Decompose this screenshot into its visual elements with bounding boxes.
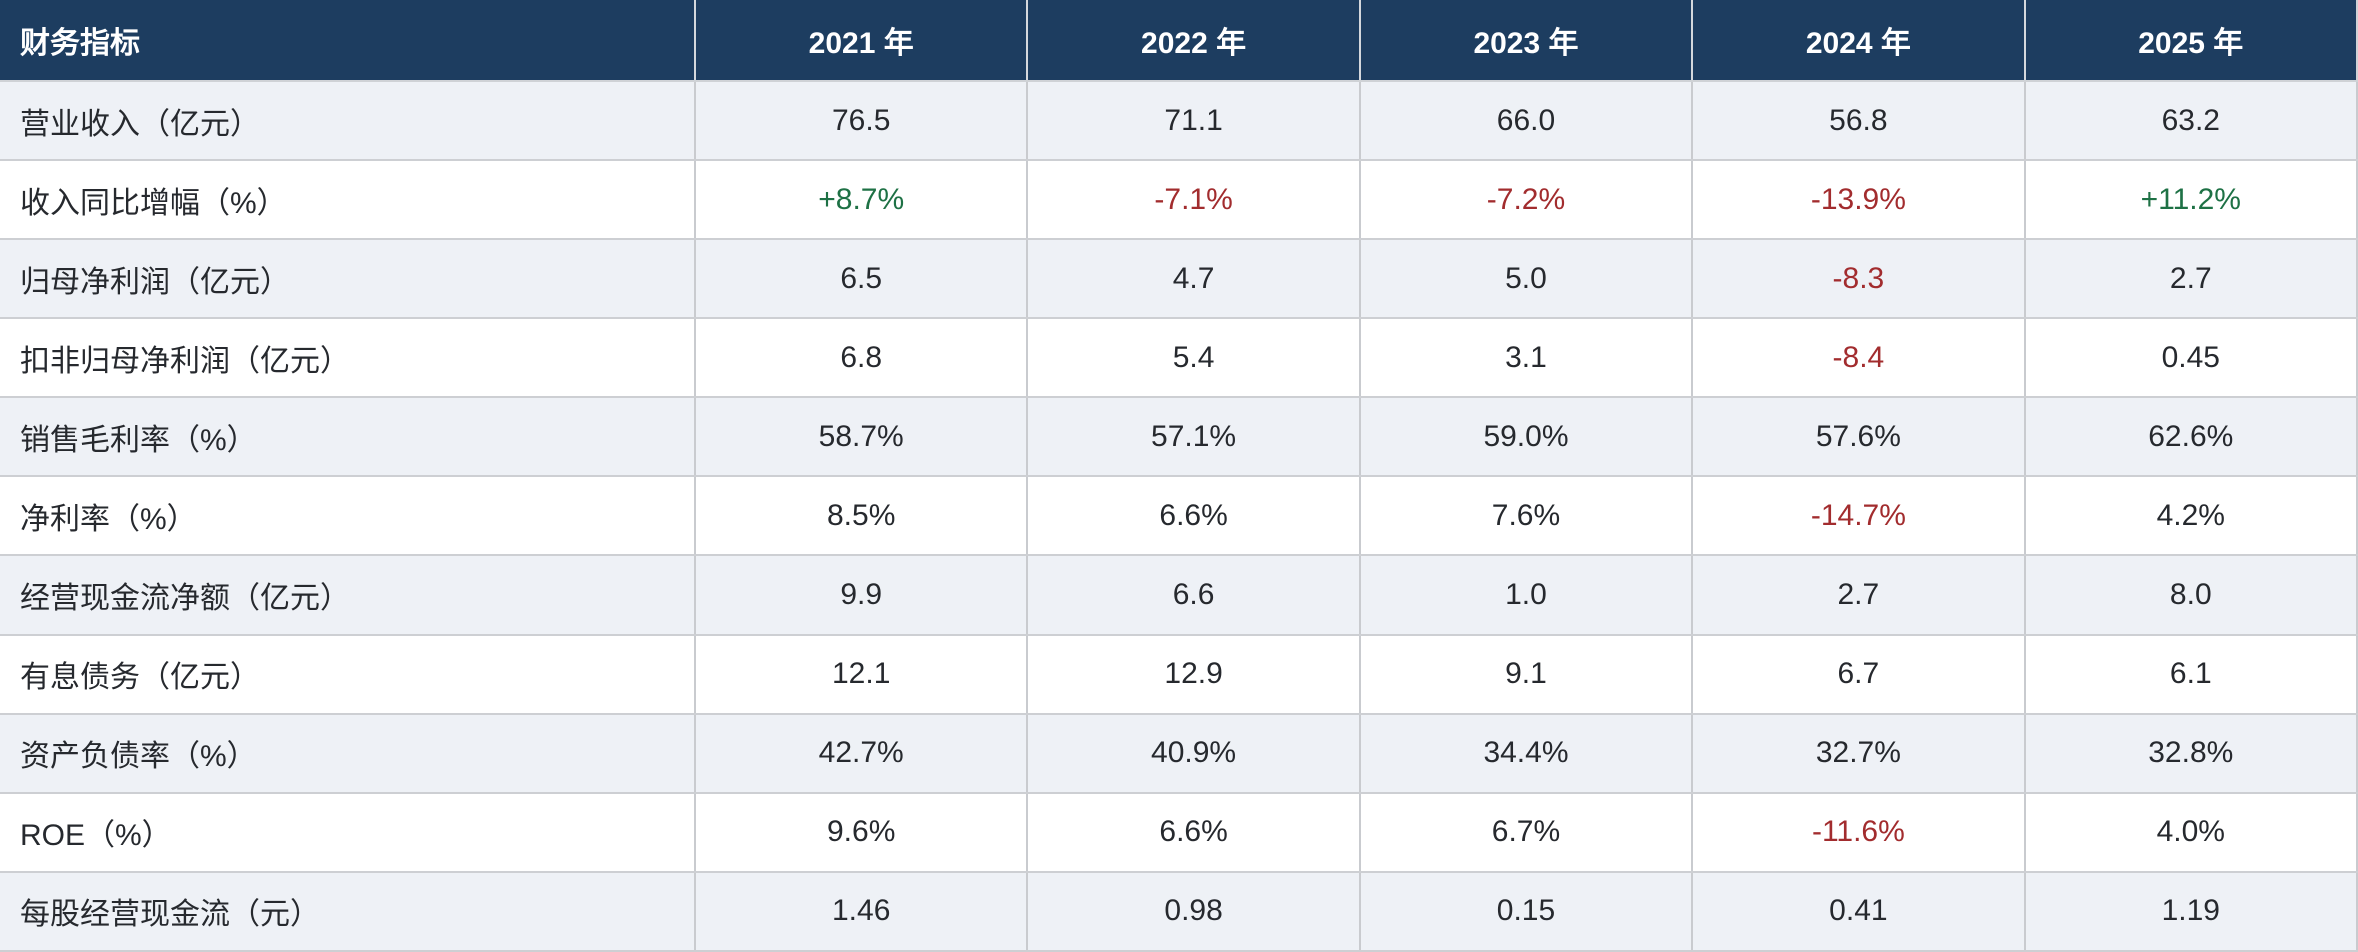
metric-value-cell: 5.0 — [1359, 239, 1694, 320]
metric-value-cell: -8.4 — [1692, 318, 2026, 399]
metric-value-cell: 12.1 — [695, 634, 1029, 715]
metric-value-cell: 5.4 — [1027, 318, 1361, 399]
row-label: 收入同比增幅（%） — [0, 160, 696, 241]
metric-value-cell: 0.98 — [1027, 871, 1361, 952]
metric-value-cell: 34.4% — [1359, 713, 1694, 794]
metric-value-cell: -7.1% — [1027, 160, 1361, 241]
metric-value-cell: 2.7 — [2024, 239, 2358, 320]
table-row: 扣非归母净利润（亿元） 6.8 5.4 3.1 -8.4 0.45 — [0, 318, 2358, 399]
row-label: 扣非归母净利润（亿元） — [0, 318, 696, 399]
metric-value-cell: 32.7% — [1692, 713, 2026, 794]
metric-value-cell: 6.7 — [1692, 634, 2026, 715]
column-header-year-2023: 2023 年 — [1359, 0, 1694, 82]
metric-value-cell: +8.7% — [695, 160, 1029, 241]
metric-value-cell: 6.7% — [1359, 792, 1694, 873]
metric-value-cell: 12.9 — [1027, 634, 1361, 715]
header-row: 财务指标 2021 年 2022 年 2023 年 2024 年 2025 年 — [0, 0, 2358, 82]
metric-value-cell: 62.6% — [2024, 397, 2358, 478]
row-label: 净利率（%） — [0, 476, 696, 557]
column-header-year-2022: 2022 年 — [1027, 0, 1361, 82]
metric-value-cell: -14.7% — [1692, 476, 2026, 557]
metric-value-cell: +11.2% — [2024, 160, 2358, 241]
metric-value-cell: 4.7 — [1027, 239, 1361, 320]
metric-value-cell: 56.8 — [1692, 81, 2026, 162]
metric-value-cell: -8.3 — [1692, 239, 2026, 320]
metric-value-cell: 7.6% — [1359, 476, 1694, 557]
table-header: 财务指标 2021 年 2022 年 2023 年 2024 年 2025 年 — [0, 0, 2358, 82]
metric-value-cell: 6.8 — [695, 318, 1029, 399]
metric-value-cell: 9.6% — [695, 792, 1029, 873]
row-label: 营业收入（亿元） — [0, 81, 696, 162]
row-label: 有息债务（亿元） — [0, 634, 696, 715]
metric-value-cell: 6.6% — [1027, 792, 1361, 873]
metric-value-cell: 71.1 — [1027, 81, 1361, 162]
column-header-year-2025: 2025 年 — [2024, 0, 2358, 82]
metric-value-cell: 76.5 — [695, 81, 1029, 162]
metric-value-cell: 8.0 — [2024, 555, 2358, 636]
metric-value-cell: 1.19 — [2024, 871, 2358, 952]
metric-value-cell: 57.6% — [1692, 397, 2026, 478]
metric-value-cell: 32.8% — [2024, 713, 2358, 794]
row-label: ROE（%） — [0, 792, 696, 873]
table-row: ROE（%） 9.6% 6.6% 6.7% -11.6% 4.0% — [0, 792, 2358, 873]
metric-value-cell: 6.5 — [695, 239, 1029, 320]
metric-value-cell: 8.5% — [695, 476, 1029, 557]
column-header-metric: 财务指标 — [0, 0, 696, 82]
metric-value-cell: 57.1% — [1027, 397, 1361, 478]
metric-value-cell: 9.1 — [1359, 634, 1694, 715]
metric-value-cell: 58.7% — [695, 397, 1029, 478]
metric-value-cell: 66.0 — [1359, 81, 1694, 162]
metric-value-cell: -11.6% — [1692, 792, 2026, 873]
metric-value-cell: 1.0 — [1359, 555, 1694, 636]
table-row: 净利率（%） 8.5% 6.6% 7.6% -14.7% 4.2% — [0, 476, 2358, 557]
table-body: 营业收入（亿元） 76.5 71.1 66.0 56.8 63.2 收入同比增幅（%） +8.… — [0, 81, 2358, 952]
metric-value-cell: 2.7 — [1692, 555, 2026, 636]
metric-value-cell: -7.2% — [1359, 160, 1694, 241]
metric-value-cell: 1.46 — [695, 871, 1029, 952]
metric-value-cell: 4.0% — [2024, 792, 2358, 873]
row-label: 每股经营现金流（元） — [0, 871, 696, 952]
metric-value-cell: 63.2 — [2024, 81, 2358, 162]
column-header-year-2021: 2021 年 — [695, 0, 1029, 82]
metric-value-cell: 6.1 — [2024, 634, 2358, 715]
metric-value-cell: 6.6% — [1027, 476, 1361, 557]
metric-value-cell: -13.9% — [1692, 160, 2026, 241]
metric-value-cell: 0.41 — [1692, 871, 2026, 952]
table-row: 有息债务（亿元） 12.1 12.9 9.1 6.7 6.1 — [0, 634, 2358, 715]
row-label: 销售毛利率（%） — [0, 397, 696, 478]
table-row: 经营现金流净额（亿元） 9.9 6.6 1.0 2.7 8.0 — [0, 555, 2358, 636]
metric-value-cell: 40.9% — [1027, 713, 1361, 794]
metric-value-cell: 3.1 — [1359, 318, 1694, 399]
metric-value-cell: 9.9 — [695, 555, 1029, 636]
table-row: 归母净利润（亿元） 6.5 4.7 5.0 -8.3 2.7 — [0, 239, 2358, 320]
metric-value-cell: 4.2% — [2024, 476, 2358, 557]
row-label: 经营现金流净额（亿元） — [0, 555, 696, 636]
column-header-year-2024: 2024 年 — [1692, 0, 2026, 82]
metric-value-cell: 6.6 — [1027, 555, 1361, 636]
metric-value-cell: 0.15 — [1359, 871, 1694, 952]
metric-value-cell: 59.0% — [1359, 397, 1694, 478]
metric-value-cell: 0.45 — [2024, 318, 2358, 399]
row-label: 归母净利润（亿元） — [0, 239, 696, 320]
table-row: 收入同比增幅（%） +8.7% -7.1% -7.2% -13.9% +11.2% — [0, 160, 2358, 241]
row-label: 资产负债率（%） — [0, 713, 696, 794]
table-row: 每股经营现金流（元） 1.46 0.98 0.15 0.41 1.19 — [0, 871, 2358, 952]
table-row: 资产负债率（%） 42.7% 40.9% 34.4% 32.7% 32.8% — [0, 713, 2358, 794]
metric-value-cell: 42.7% — [695, 713, 1029, 794]
table-row: 营业收入（亿元） 76.5 71.1 66.0 56.8 63.2 — [0, 81, 2358, 162]
table-row: 销售毛利率（%） 58.7% 57.1% 59.0% 57.6% 62.6% — [0, 397, 2358, 478]
